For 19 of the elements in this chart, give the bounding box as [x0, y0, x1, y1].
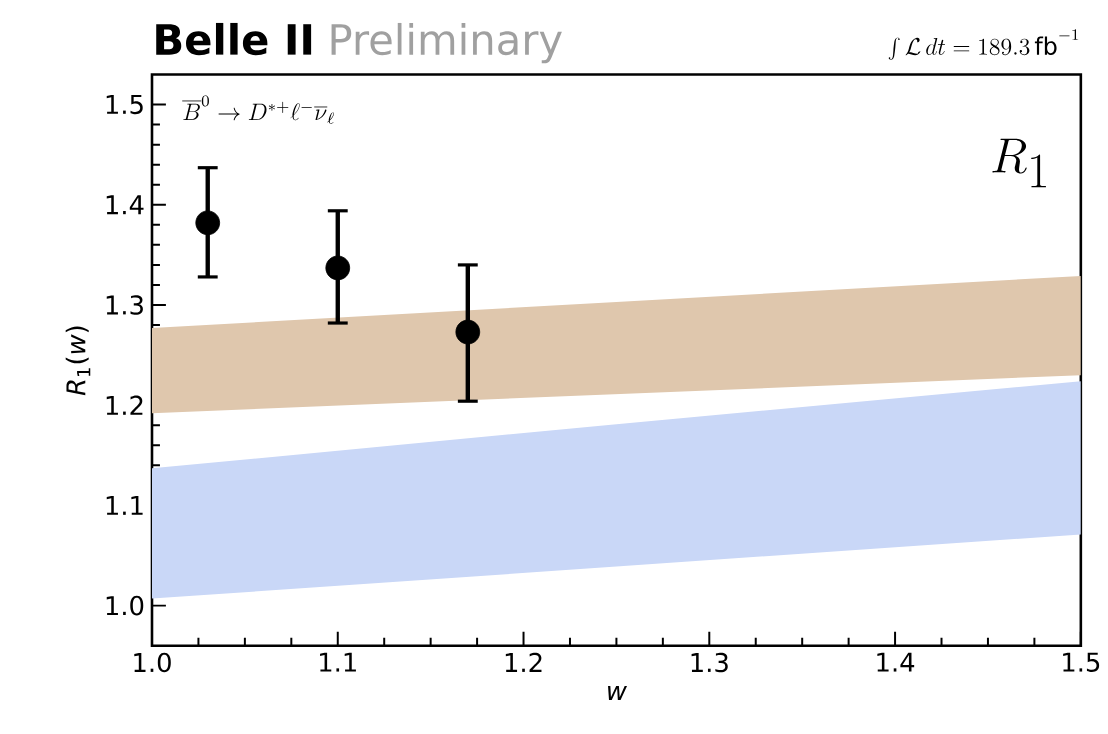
annotation: $\overline{B}^{0} \to D^{*+}\ell^{-}\overline{\nu}_{\ell}$ — [182, 95, 334, 124]
annotation: $R_1$ — [992, 138, 1046, 188]
y-tick-label: 1.0 — [106, 595, 144, 616]
x-tick-label: 1.0 — [134, 652, 171, 673]
y-tick-label: 1.4 — [106, 195, 144, 215]
x-tick-label: 1.2 — [505, 652, 542, 672]
x-tick-label: 1.5 — [1063, 652, 1100, 672]
text: $\int\mathcal{L}\,dt = 189.3\,\mathrm{fb}^{-1}$ — [888, 29, 1079, 60]
y-axis-title: R$_{1}$(w) — [65, 326, 91, 396]
y-tick-label: 1.2 — [106, 395, 143, 415]
chart-title: Belle II — [156, 22, 312, 56]
y-tick-label: 1.1 — [106, 495, 143, 515]
x-tick-label: 1.4 — [877, 652, 915, 672]
x-axis-title: w — [608, 685, 628, 700]
chart-subtitle: Preliminary — [331, 22, 562, 64]
y-tick-label: 1.5 — [106, 94, 143, 115]
y-tick-label: 1.3 — [106, 295, 143, 315]
x-tick-label: 1.3 — [691, 652, 728, 673]
x-tick-label: 1.1 — [320, 652, 356, 672]
